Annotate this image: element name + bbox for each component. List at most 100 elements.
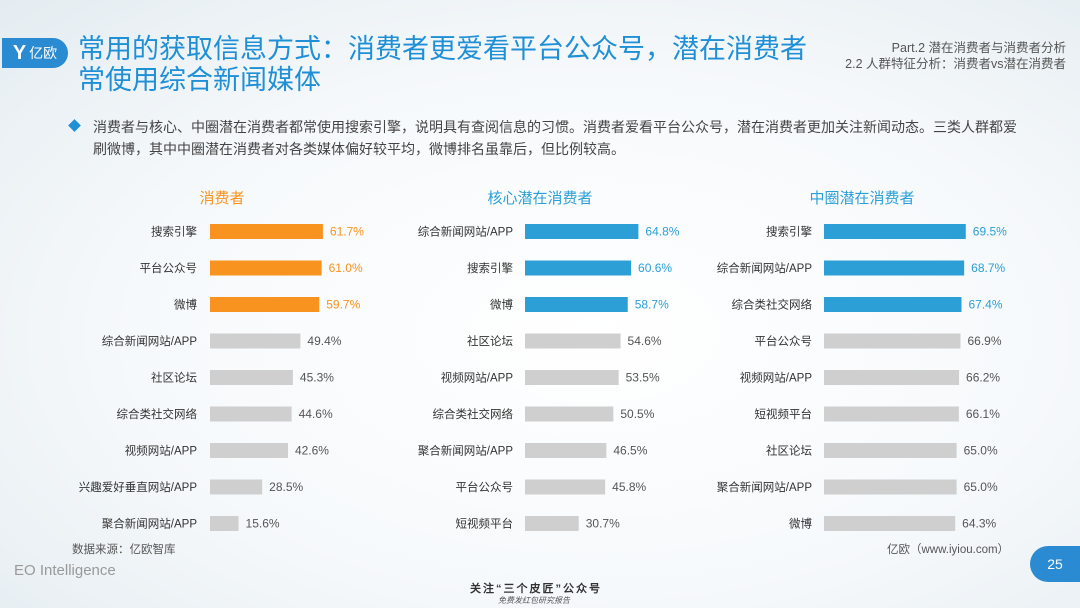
data-label: 53.5% [626, 371, 660, 385]
chart-title: 核心潜在消费者 [487, 190, 592, 207]
category-label: 平台公众号 [140, 261, 198, 275]
watermark-line-1: 关注“三个皮匠”公众号 [470, 583, 602, 595]
bar [210, 516, 239, 531]
category-label: 社区论坛 [766, 444, 812, 458]
category-label: 综合新闻网站/APP [102, 334, 198, 348]
data-label: 28.5% [269, 480, 303, 494]
category-label: 综合类社交网络 [117, 407, 198, 421]
bar [824, 479, 957, 495]
description-block: 消费者与核心、中圈潜在消费者都常使用搜索引擎，说明具有查阅信息的习惯。消费者爱看… [68, 116, 1030, 160]
data-label: 50.5% [620, 407, 654, 421]
category-label: 微博 [174, 298, 197, 312]
data-label: 54.6% [628, 334, 662, 348]
bar [210, 224, 323, 239]
site-credit: 亿欧（www.iyiou.com） [887, 544, 1010, 556]
category-label: 微博 [490, 298, 513, 312]
bar [210, 370, 293, 385]
page-number: 25 [1030, 546, 1080, 582]
data-source: 数据来源：亿欧智库 [72, 544, 176, 556]
bar [824, 406, 959, 422]
data-label: 44.6% [299, 407, 333, 421]
data-label: 42.6% [295, 444, 329, 458]
chart-title: 中圈潜在消费者 [809, 190, 914, 207]
data-label: 59.7% [326, 298, 360, 312]
bar [210, 443, 288, 458]
category-label: 平台公众号 [456, 480, 514, 494]
chart-title: 消费者 [199, 190, 244, 207]
section-label: 2.2 人群特征分析：消费者vs潜在消费者 [845, 57, 1066, 71]
bar [525, 443, 607, 458]
bar [824, 443, 957, 458]
category-label: 聚合新闻网站/APP [717, 480, 813, 494]
data-label: 61.0% [329, 261, 363, 275]
bar [210, 333, 301, 349]
data-label: 66.2% [966, 371, 1000, 385]
data-label: 46.5% [613, 444, 647, 458]
data-label: 45.3% [300, 371, 334, 385]
category-label: 搜索引擎 [151, 225, 197, 239]
data-label: 64.3% [962, 517, 996, 531]
bar [210, 260, 322, 276]
bar [824, 224, 966, 239]
category-label: 搜索引擎 [467, 261, 513, 275]
category-label: 视频网站/APP [441, 371, 514, 385]
bar [525, 406, 614, 422]
category-label: 社区论坛 [467, 334, 513, 348]
data-label: 65.0% [964, 444, 998, 458]
data-label: 68.7% [971, 261, 1005, 275]
bar [824, 297, 962, 312]
data-label: 69.5% [973, 225, 1007, 239]
bar [824, 370, 960, 385]
category-label: 聚合新闻网站/APP [418, 444, 514, 458]
data-label: 58.7% [635, 298, 669, 312]
logo-y-icon: Y [12, 42, 27, 64]
bar [525, 297, 628, 312]
bar [824, 333, 961, 349]
watermark-line-2: 免费发红包研究报告 [498, 596, 570, 605]
category-label: 平台公众号 [755, 334, 813, 348]
bar [525, 333, 621, 349]
data-label: 67.4% [968, 298, 1002, 312]
category-label: 短视频平台 [755, 407, 813, 421]
bar [824, 260, 965, 276]
bar [525, 370, 619, 385]
bar [210, 406, 292, 422]
bar [525, 516, 579, 531]
data-label: 30.7% [586, 517, 620, 531]
bar [525, 260, 632, 276]
bar [210, 297, 320, 312]
brand-text: EO Intelligence [14, 562, 116, 579]
bar [210, 479, 263, 495]
category-label: 短视频平台 [456, 517, 514, 531]
bar [525, 479, 606, 495]
category-label: 综合类社交网络 [732, 298, 813, 312]
data-label: 61.7% [330, 225, 364, 239]
logo-text: 亿欧 [29, 45, 58, 61]
bar [525, 224, 639, 239]
description-text: 消费者与核心、中圈潜在消费者都常使用搜索引擎，说明具有查阅信息的习惯。消费者爱看… [93, 119, 1017, 157]
data-label: 45.8% [612, 480, 646, 494]
logo: Y 亿欧 [2, 38, 68, 68]
category-label: 兴趣爱好垂直网站/APP [79, 480, 198, 494]
part-label: Part.2 潜在消费者与消费者分析 [891, 41, 1066, 55]
category-label: 综合新闻网站/APP [717, 261, 813, 275]
data-label: 66.9% [967, 334, 1001, 348]
category-label: 社区论坛 [151, 371, 197, 385]
bar [824, 516, 956, 531]
category-label: 搜索引擎 [766, 225, 812, 239]
data-label: 15.6% [246, 517, 280, 531]
data-label: 60.6% [638, 261, 672, 275]
data-label: 65.0% [964, 480, 998, 494]
category-label: 聚合新闻网站/APP [102, 517, 198, 531]
section-info: Part.2 潜在消费者与消费者分析 2.2 人群特征分析：消费者vs潜在消费者 [845, 40, 1066, 72]
page-title: 常用的获取信息方式：消费者更爱看平台公众号，潜在消费者常使用综合新闻媒体 [78, 34, 807, 95]
category-label: 综合新闻网站/APP [418, 225, 514, 239]
category-label: 综合类社交网络 [433, 407, 514, 421]
data-label: 66.1% [966, 407, 1000, 421]
category-label: 微博 [789, 517, 812, 531]
category-label: 视频网站/APP [740, 371, 813, 385]
data-label: 49.4% [307, 334, 341, 348]
data-label: 64.8% [645, 225, 679, 239]
category-label: 视频网站/APP [125, 444, 198, 458]
